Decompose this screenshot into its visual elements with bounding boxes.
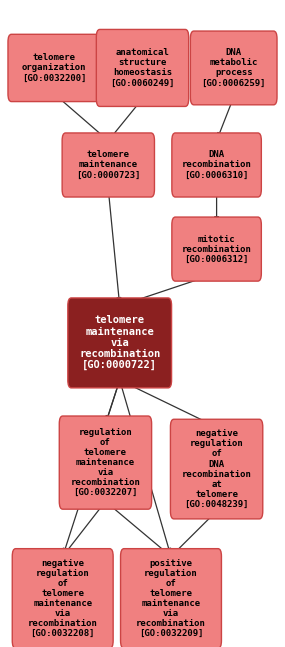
FancyBboxPatch shape bbox=[59, 416, 152, 509]
Text: positive
regulation
of
telomere
maintenance
via
recombination
[GO:0032209]: positive regulation of telomere maintena… bbox=[136, 559, 206, 638]
FancyBboxPatch shape bbox=[170, 419, 263, 519]
FancyBboxPatch shape bbox=[172, 217, 261, 281]
Text: mitotic
recombination
[GO:0006312]: mitotic recombination [GO:0006312] bbox=[182, 235, 252, 263]
FancyBboxPatch shape bbox=[62, 133, 154, 197]
FancyBboxPatch shape bbox=[12, 549, 113, 647]
Text: regulation
of
telomere
maintenance
via
recombination
[GO:0032207]: regulation of telomere maintenance via r… bbox=[70, 428, 141, 498]
Text: negative
regulation
of
telomere
maintenance
via
recombination
[GO:0032208]: negative regulation of telomere maintena… bbox=[28, 559, 98, 638]
Text: DNA
metabolic
process
[GO:0006259]: DNA metabolic process [GO:0006259] bbox=[201, 49, 266, 87]
Text: negative
regulation
of
DNA
recombination
at
telomere
[GO:0048239]: negative regulation of DNA recombination… bbox=[182, 430, 252, 509]
Text: anatomical
structure
homeostasis
[GO:0060249]: anatomical structure homeostasis [GO:006… bbox=[110, 49, 175, 87]
FancyBboxPatch shape bbox=[96, 29, 189, 107]
FancyBboxPatch shape bbox=[8, 34, 100, 102]
FancyBboxPatch shape bbox=[190, 31, 277, 105]
Text: telomere
maintenance
via
recombination
[GO:0000722]: telomere maintenance via recombination [… bbox=[79, 315, 160, 371]
FancyBboxPatch shape bbox=[68, 298, 172, 388]
Text: telomere
organization
[GO:0032200]: telomere organization [GO:0032200] bbox=[22, 54, 86, 82]
FancyBboxPatch shape bbox=[172, 133, 261, 197]
FancyBboxPatch shape bbox=[121, 549, 221, 647]
Text: DNA
recombination
[GO:0006310]: DNA recombination [GO:0006310] bbox=[182, 151, 252, 179]
Text: telomere
maintenance
[GO:0000723]: telomere maintenance [GO:0000723] bbox=[76, 151, 141, 179]
